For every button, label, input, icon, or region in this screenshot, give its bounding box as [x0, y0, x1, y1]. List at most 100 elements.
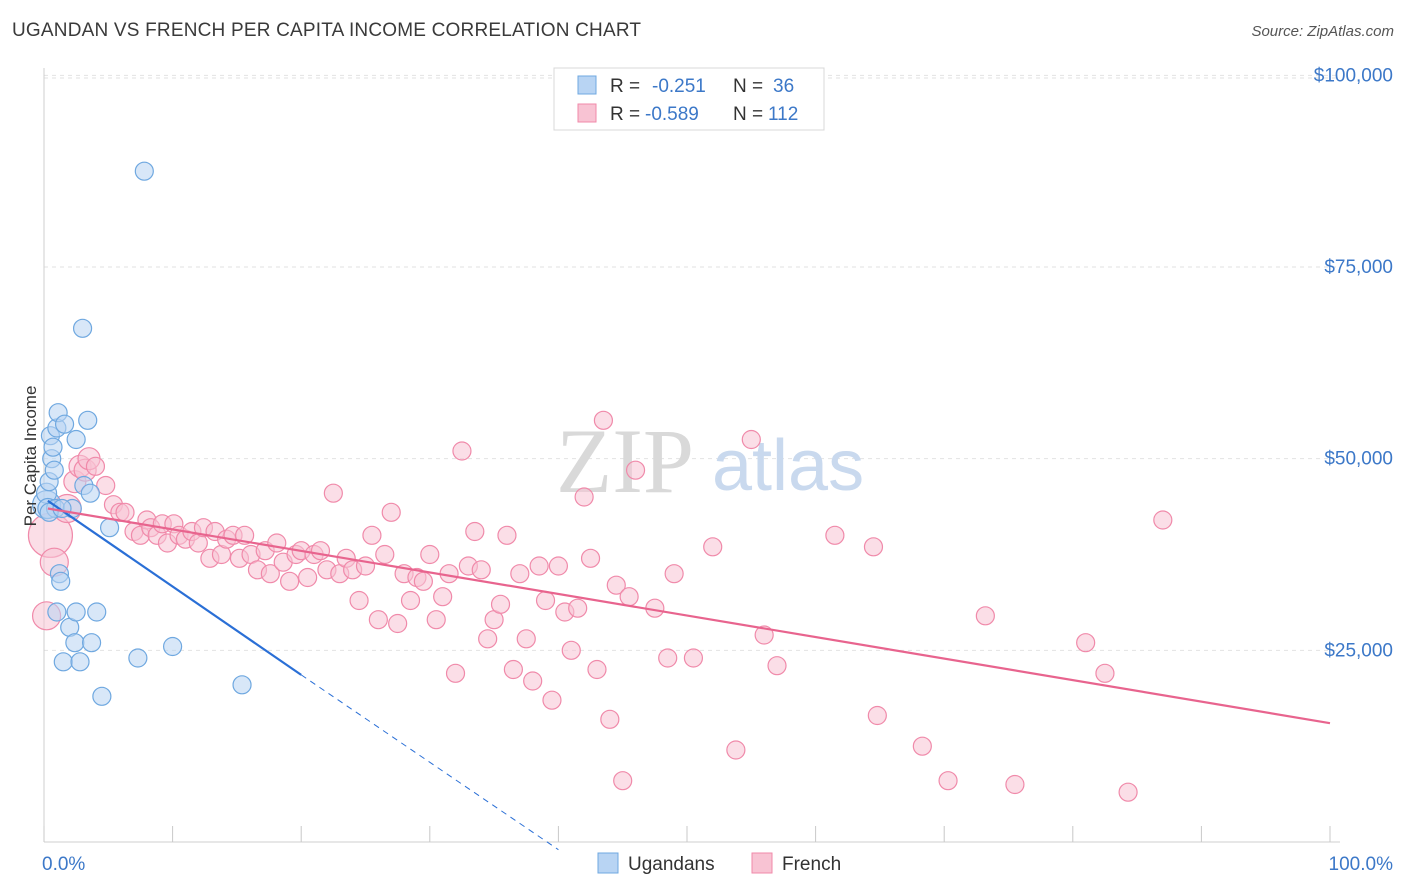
- legend-label-french: French: [782, 854, 841, 875]
- french-point-56: [388, 613, 408, 634]
- french-point-90: [606, 575, 626, 595]
- french-point-93: [625, 460, 646, 480]
- french-point-104: [863, 537, 884, 557]
- french-point-80: [542, 690, 562, 710]
- french-point-79: [535, 590, 556, 611]
- ugandans-point-25: [80, 483, 100, 503]
- stats-legend: R = -0.251 N = 36 R = -0.589 N = 112: [553, 67, 825, 131]
- legend-swatch-ugandans: [597, 852, 619, 874]
- french-point-85: [574, 487, 594, 507]
- french-point-98: [703, 537, 723, 557]
- french-point-12: [115, 502, 135, 522]
- legend-label-ugandans: Ugandans: [628, 854, 715, 875]
- french-point-74: [503, 659, 523, 680]
- french-point-52: [362, 525, 382, 545]
- french-point-61: [420, 544, 440, 565]
- ugandans-point-30: [128, 648, 148, 668]
- y-tick-label-2: $75,000: [1324, 257, 1393, 278]
- series-ugandans-points: [31, 161, 252, 706]
- y-tick-label-3: $100,000: [1314, 65, 1393, 86]
- french-point-105: [867, 705, 887, 726]
- stats-n-french: 112: [768, 104, 798, 125]
- ugandans-point-26: [81, 633, 102, 653]
- french-point-109: [1005, 774, 1025, 795]
- ugandans-point-14: [53, 652, 73, 672]
- french-point-62: [426, 610, 446, 630]
- chart-title: UGANDAN VS FRENCH PER CAPITA INCOME CORR…: [12, 20, 642, 41]
- french-point-72: [490, 594, 511, 614]
- french-point-44: [310, 541, 331, 561]
- stats-r-label-french: R =: [610, 104, 640, 125]
- ugandans-point-7: [44, 460, 64, 480]
- french-point-111: [1095, 663, 1115, 683]
- french-point-83: [561, 640, 581, 660]
- stats-n-label-ugandans: N =: [733, 76, 763, 97]
- stats-r-label-ugandans: R =: [610, 76, 640, 97]
- ugandans-point-28: [92, 686, 112, 706]
- french-point-77: [523, 671, 543, 691]
- french-point-87: [587, 659, 607, 680]
- ugandans-point-12: [51, 571, 71, 591]
- french-point-65: [445, 663, 466, 683]
- french-point-55: [381, 502, 401, 522]
- watermark-atlas: atlas: [712, 426, 864, 506]
- french-point-54: [375, 544, 395, 565]
- french-point-88: [593, 410, 614, 430]
- stats-swatch-ugandans: [577, 75, 597, 95]
- french-point-113: [1153, 510, 1173, 530]
- french-point-70: [478, 629, 498, 649]
- ugandans-point-15: [54, 414, 75, 434]
- ugandans-point-32: [163, 636, 183, 657]
- french-point-97: [683, 648, 704, 668]
- french-point-99: [726, 740, 746, 760]
- ugandans-point-18: [65, 633, 85, 653]
- french-point-39: [280, 571, 300, 591]
- french-point-81: [548, 556, 569, 576]
- source-label: Source: ZipAtlas.com: [1251, 23, 1394, 40]
- y-tick-labels: $25,000 $50,000 $75,000 $100,000: [1314, 65, 1393, 661]
- french-point-92: [619, 587, 639, 607]
- french-point-9: [96, 475, 116, 496]
- french-point-66: [452, 441, 472, 461]
- french-point-76: [516, 629, 536, 649]
- french-point-84: [568, 598, 588, 618]
- bottom-legend: Ugandans French: [597, 852, 841, 875]
- french-point-73: [497, 525, 517, 545]
- trend-lines: [47, 499, 1331, 851]
- french-point-75: [510, 564, 530, 584]
- stats-r-french: -0.589: [645, 104, 699, 125]
- french-point-112: [1118, 782, 1138, 802]
- french-point-58: [400, 590, 421, 611]
- french-point-108: [975, 606, 995, 626]
- ugandans-point-22: [72, 318, 93, 338]
- x-tick-label-left: 0.0%: [42, 854, 85, 875]
- french-point-107: [938, 771, 958, 791]
- ugandans-point-20: [66, 602, 86, 622]
- ugandans-point-13: [47, 602, 67, 622]
- stats-n-ugandans: 36: [773, 76, 794, 97]
- ugandans-point-33: [232, 675, 252, 695]
- french-point-103: [825, 525, 845, 545]
- french-point-110: [1076, 633, 1096, 653]
- y-tick-label-1: $50,000: [1324, 449, 1393, 470]
- french-point-96: [664, 564, 684, 584]
- french-point-89: [600, 709, 620, 729]
- french-point-106: [912, 736, 932, 756]
- watermark: ZIP atlas: [556, 410, 864, 512]
- french-point-37: [267, 533, 287, 553]
- stats-r-ugandans: -0.251: [652, 76, 706, 97]
- trend-line-ugandans: [47, 499, 302, 676]
- trend-line-ugandans-extension: [300, 674, 559, 851]
- french-point-63: [433, 587, 453, 607]
- trend-line-french: [47, 507, 1331, 725]
- french-point-46: [323, 483, 343, 503]
- ugandans-point-24: [78, 410, 98, 430]
- stats-swatch-french: [577, 103, 597, 123]
- french-point-8: [85, 456, 106, 476]
- french-point-42: [298, 567, 318, 588]
- french-point-91: [613, 771, 633, 791]
- french-point-53: [368, 610, 388, 630]
- y-axis-title: Per Capita Income: [21, 386, 40, 527]
- stats-n-label-french: N =: [733, 104, 763, 125]
